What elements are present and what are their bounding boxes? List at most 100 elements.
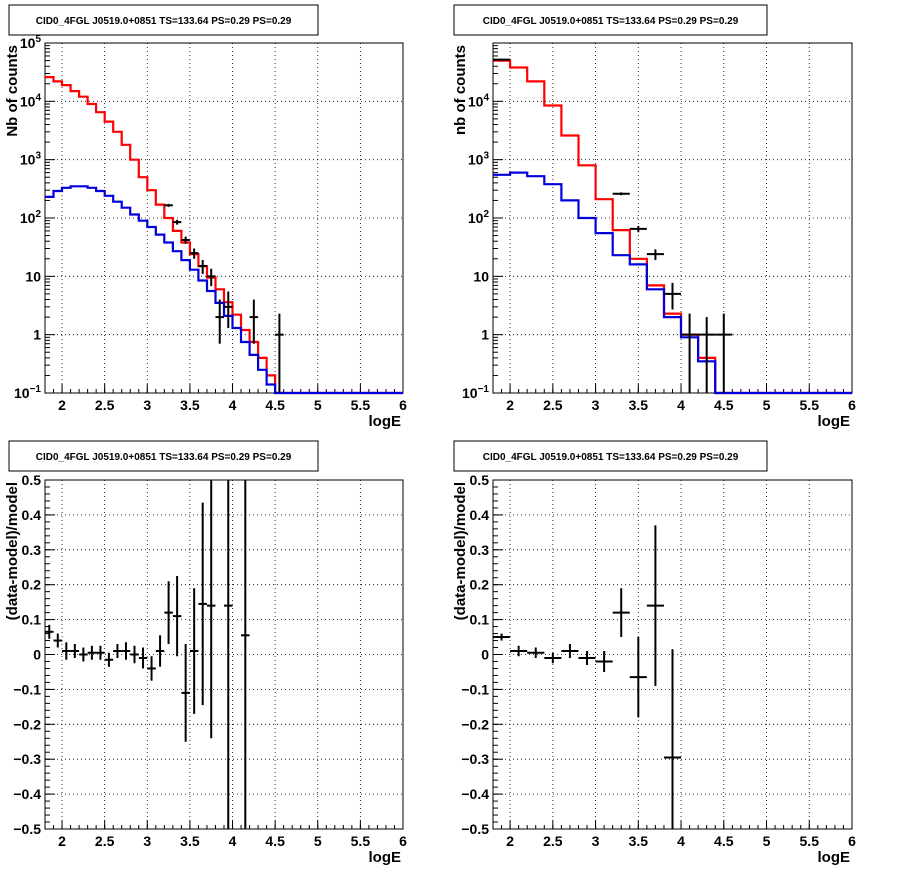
data-point: [646, 249, 664, 261]
x-tick-label: 3: [592, 833, 600, 849]
x-tick-label: 5: [314, 833, 322, 849]
x-tick-label: 4: [677, 833, 685, 849]
x-tick-label: 2.5: [543, 397, 563, 413]
y-tick-label: 104: [20, 92, 42, 109]
x-axis-title: logE: [369, 413, 402, 430]
chart-panel-1: CID0_4FGL J0519.0+0851 TS=133.64 PS=0.29…: [4, 4, 407, 430]
residual-point: [79, 647, 88, 662]
residual-point: [527, 647, 545, 658]
y-axis-title: (data-model)/model: [452, 482, 469, 620]
y-tick-label: −0.2: [461, 716, 489, 732]
residual-point: [155, 635, 165, 667]
y-tick-label: −0.5: [13, 821, 41, 837]
plot-frame: [492, 42, 853, 394]
data-point: [612, 192, 630, 196]
residual-point: [189, 588, 199, 714]
residual-point: [544, 652, 562, 664]
x-tick-label: 3.5: [180, 833, 200, 849]
y-tick-label: 0.3: [22, 542, 42, 558]
residual-point: [663, 649, 682, 829]
x-tick-label: 6: [399, 833, 407, 849]
x-tick-label: 3: [143, 397, 151, 413]
residual-point: [45, 624, 54, 639]
title-box: [453, 440, 768, 472]
x-tick-label: 5: [763, 833, 771, 849]
x-tick-label: 2.5: [95, 833, 115, 849]
data-point: [198, 260, 207, 274]
residual-point: [493, 633, 511, 641]
residual-point: [561, 644, 579, 658]
y-tick-label: −0.3: [461, 751, 489, 767]
y-tick-label: 0.1: [470, 612, 490, 628]
x-tick-label: 6: [848, 397, 856, 413]
data-point: [206, 268, 216, 287]
x-tick-label: 2: [506, 397, 514, 413]
data-point: [215, 299, 224, 344]
y-tick-label: −0.5: [461, 821, 489, 837]
y-tick-label: 1: [33, 327, 41, 343]
chart-title: CID0_4FGL J0519.0+0851 TS=133.64 PS=0.29…: [483, 452, 739, 463]
data-point: [663, 282, 682, 310]
x-tick-label: 5.5: [800, 397, 820, 413]
series-line-2: [45, 185, 403, 395]
chart-panel-4: CID0_4FGL J0519.0+0851 TS=133.64 PS=0.29…: [452, 440, 856, 866]
y-tick-label: 105: [20, 34, 42, 51]
title-box: [8, 4, 319, 36]
data-point: [189, 248, 199, 259]
y-axis-title: nb of counts: [452, 45, 469, 135]
x-tick-label: 5.5: [800, 833, 820, 849]
data-point: [249, 299, 259, 344]
y-tick-label: 10−1: [462, 384, 489, 401]
chart-panel-3: CID0_4FGL J0519.0+0851 TS=133.64 PS=0.29…: [4, 440, 407, 866]
y-tick-label: 0.3: [470, 542, 490, 558]
residual-point: [130, 645, 139, 664]
residual-point: [578, 651, 596, 665]
x-tick-label: 4.5: [714, 397, 734, 413]
residual-point: [104, 652, 114, 667]
x-tick-label: 4: [677, 397, 685, 413]
x-tick-label: 2: [58, 833, 66, 849]
y-tick-label: 0.5: [22, 472, 42, 488]
residual-point: [70, 644, 80, 658]
x-tick-label: 4.5: [265, 833, 285, 849]
residual-point: [198, 502, 207, 706]
x-tick-label: 5: [314, 397, 322, 413]
y-tick-label: −0.3: [13, 751, 41, 767]
plot-frame: [44, 42, 404, 394]
chart-panel-2: CID0_4FGL J0519.0+0851 TS=133.64 PS=0.29…: [452, 4, 856, 430]
x-tick-label: 6: [848, 833, 856, 849]
residual-point: [206, 480, 216, 739]
y-tick-label: 102: [468, 209, 490, 226]
y-tick-label: −0.4: [461, 786, 489, 802]
y-tick-label: 102: [20, 209, 42, 226]
residual-point: [181, 644, 190, 742]
chart-title: CID0_4FGL J0519.0+0851 TS=133.64 PS=0.29…: [36, 452, 292, 463]
residual-point: [62, 642, 71, 660]
y-tick-label: −0.1: [461, 681, 489, 697]
y-axis-title: Nb of counts: [4, 45, 21, 137]
y-tick-label: 103: [20, 151, 42, 168]
x-tick-label: 3: [592, 397, 600, 413]
y-tick-label: 0: [33, 647, 41, 663]
residual-point: [172, 575, 182, 657]
data-point: [164, 203, 173, 207]
residual-point: [147, 656, 156, 681]
residual-point: [96, 645, 105, 660]
y-tick-label: 0.4: [470, 507, 490, 523]
plot-frame: [44, 479, 404, 830]
data-point: [275, 313, 284, 393]
x-axis-title: logE: [818, 413, 851, 430]
x-tick-label: 4: [229, 397, 237, 413]
y-tick-label: −0.4: [13, 786, 41, 802]
y-tick-label: 103: [468, 151, 490, 168]
series-line-2: [493, 171, 852, 395]
chart-title: CID0_4FGL J0519.0+0851 TS=133.64 PS=0.29…: [36, 16, 292, 27]
x-tick-label: 2: [58, 397, 66, 413]
y-tick-label: 0.4: [22, 507, 42, 523]
x-tick-label: 2.5: [95, 397, 115, 413]
y-tick-label: 0.2: [470, 577, 490, 593]
residual-point: [113, 644, 122, 658]
y-tick-label: 0.1: [22, 612, 42, 628]
x-tick-label: 5: [763, 397, 771, 413]
